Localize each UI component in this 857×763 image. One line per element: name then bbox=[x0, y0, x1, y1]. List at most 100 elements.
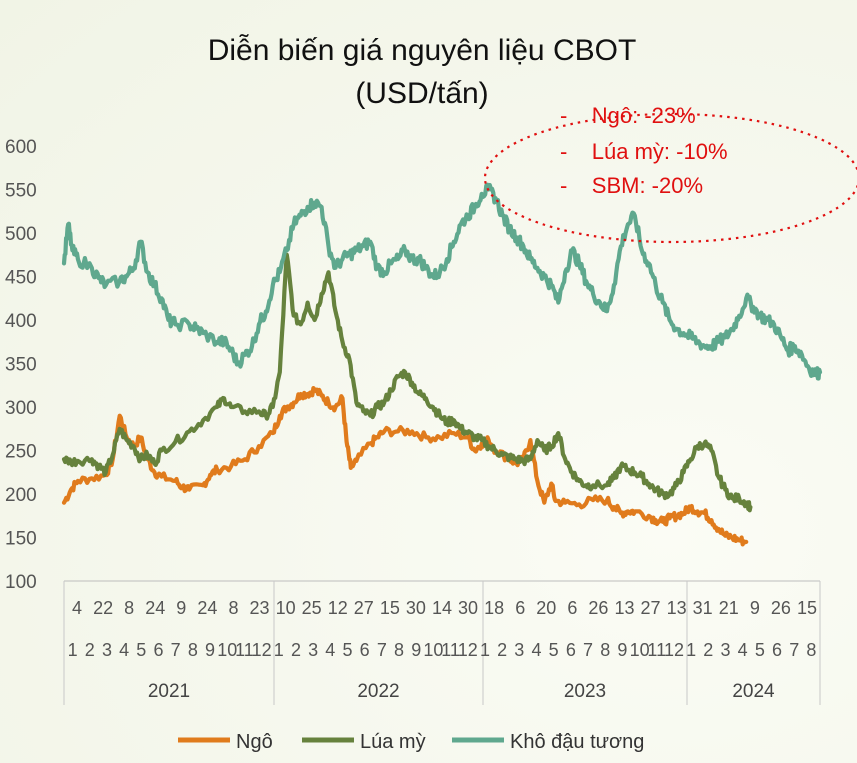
y-tick-label: 550 bbox=[5, 181, 37, 202]
x-tick-date: 24 bbox=[145, 598, 165, 618]
x-tick-date: 30 bbox=[406, 598, 426, 618]
x-tick-month: 6 bbox=[153, 640, 163, 660]
x-tick-month: 9 bbox=[205, 640, 215, 660]
y-tick-label: 300 bbox=[5, 398, 37, 419]
x-tick-date: 9 bbox=[176, 598, 186, 618]
x-tick-date: 8 bbox=[228, 598, 238, 618]
x-tick-month: 9 bbox=[411, 640, 421, 660]
y-tick-label: 600 bbox=[5, 137, 37, 158]
x-tick-month: 8 bbox=[394, 640, 404, 660]
series-line-khodautuong bbox=[61, 182, 823, 381]
x-tick-month: 4 bbox=[119, 640, 129, 660]
x-tick-month: 1 bbox=[686, 640, 696, 660]
annotation-wheat: - Lúa mỳ: -10% bbox=[560, 139, 728, 164]
y-tick-label: 350 bbox=[5, 355, 37, 376]
x-tick-month: 10 bbox=[217, 640, 237, 660]
y-tick-label: 100 bbox=[5, 572, 37, 593]
x-tick-date: 10 bbox=[276, 598, 296, 618]
x-tick-month: 2 bbox=[85, 640, 95, 660]
x-tick-month: 10 bbox=[630, 640, 650, 660]
x-tick-month: 8 bbox=[188, 640, 198, 660]
x-tick-month: 5 bbox=[549, 640, 559, 660]
x-tick-date: 12 bbox=[328, 598, 348, 618]
legend-label-ngo: Ngô bbox=[236, 731, 273, 753]
series-line-ngo bbox=[61, 386, 749, 547]
x-tick-date: 13 bbox=[614, 598, 634, 618]
x-tick-date: 15 bbox=[797, 598, 817, 618]
chart-title-line2: (USD/tấn) bbox=[355, 77, 488, 110]
x-tick-month: 12 bbox=[664, 640, 684, 660]
x-tick-month: 4 bbox=[531, 640, 541, 660]
x-tick-date: 25 bbox=[302, 598, 322, 618]
annotation-sbm: - SBM: -20% bbox=[560, 173, 703, 198]
x-tick-date: 8 bbox=[124, 598, 134, 618]
x-tick-month: 3 bbox=[514, 640, 524, 660]
x-tick-month: 1 bbox=[480, 640, 490, 660]
x-tick-date: 26 bbox=[771, 598, 791, 618]
x-year-label: 2022 bbox=[357, 681, 399, 702]
x-tick-date: 30 bbox=[458, 598, 478, 618]
x-tick-month: 7 bbox=[789, 640, 799, 660]
x-tick-date: 6 bbox=[515, 598, 525, 618]
x-tick-month: 2 bbox=[291, 640, 301, 660]
x-tick-date: 4 bbox=[72, 598, 82, 618]
x-tick-date: 15 bbox=[380, 598, 400, 618]
series-line-luamy bbox=[61, 252, 753, 513]
chart-title-line1: Diễn biến giá nguyên liệu CBOT bbox=[208, 34, 637, 67]
x-tick-month: 8 bbox=[806, 640, 816, 660]
x-tick-date: 21 bbox=[719, 598, 739, 618]
plot-area bbox=[61, 182, 823, 547]
x-tick-month: 2 bbox=[703, 640, 713, 660]
x-tick-month: 12 bbox=[252, 640, 272, 660]
x-tick-month: 1 bbox=[274, 640, 284, 660]
x-tick-date: 27 bbox=[354, 598, 374, 618]
change-annotation: - Ngô: -23% - Lúa mỳ: -10% - SBM: -20% bbox=[483, 103, 857, 244]
x-tick-date: 9 bbox=[750, 598, 760, 618]
x-tick-date: 6 bbox=[567, 598, 577, 618]
x-tick-month: 11 bbox=[647, 640, 666, 660]
x-tick-month: 5 bbox=[136, 640, 146, 660]
x-tick-month: 3 bbox=[102, 640, 112, 660]
x-tick-month: 7 bbox=[171, 640, 181, 660]
x-tick-date: 27 bbox=[641, 598, 661, 618]
x-year-label: 2021 bbox=[148, 681, 190, 702]
x-tick-month: 3 bbox=[720, 640, 730, 660]
x-tick-date: 24 bbox=[197, 598, 217, 618]
x-tick-date: 18 bbox=[484, 598, 504, 618]
legend-label-khodautuong: Khô đậu tương bbox=[510, 731, 644, 753]
x-tick-month: 11 bbox=[235, 640, 254, 660]
x-tick-month: 6 bbox=[772, 640, 782, 660]
y-tick-label: 500 bbox=[5, 224, 37, 245]
x-tick-date: 23 bbox=[250, 598, 270, 618]
x-tick-month: 8 bbox=[600, 640, 610, 660]
legend-label-luamy: Lúa mỳ bbox=[360, 731, 426, 753]
x-tick-date: 22 bbox=[93, 598, 113, 618]
x-tick-month: 4 bbox=[738, 640, 748, 660]
annotation-corn: - Ngô: -23% bbox=[560, 103, 696, 128]
x-tick-month: 3 bbox=[308, 640, 318, 660]
x-tick-date: 14 bbox=[432, 598, 452, 618]
x-tick-month: 7 bbox=[583, 640, 593, 660]
legend: Ngô Lúa mỳ Khô đậu tương bbox=[178, 731, 644, 753]
x-tick-month: 9 bbox=[617, 640, 627, 660]
x-tick-month: 4 bbox=[325, 640, 335, 660]
x-tick-month: 6 bbox=[360, 640, 370, 660]
x-tick-month: 7 bbox=[377, 640, 387, 660]
y-tick-label: 400 bbox=[5, 311, 37, 332]
x-axis: 4 22 8 24 9 24 8 23 10 25 12 27 15 30 14 30 18 6 20 6 26 13 27… bbox=[63, 580, 821, 705]
x-tick-date: 26 bbox=[588, 598, 608, 618]
x-tick-date: 20 bbox=[536, 598, 556, 618]
x-year-label: 2024 bbox=[732, 681, 775, 702]
y-tick-label: 200 bbox=[5, 485, 37, 506]
y-tick-label: 450 bbox=[5, 268, 37, 289]
y-tick-label: 250 bbox=[5, 442, 37, 463]
x-tick-month: 11 bbox=[441, 640, 460, 660]
x-tick-month: 10 bbox=[423, 640, 443, 660]
x-tick-month: 2 bbox=[497, 640, 507, 660]
x-tick-month: 1 bbox=[68, 640, 78, 660]
x-tick-date: 31 bbox=[693, 598, 713, 618]
x-tick-month: 5 bbox=[755, 640, 765, 660]
x-tick-month: 5 bbox=[342, 640, 352, 660]
y-axis: 100 150 200 250 300 350 400 450 500 550 600 bbox=[5, 137, 37, 593]
